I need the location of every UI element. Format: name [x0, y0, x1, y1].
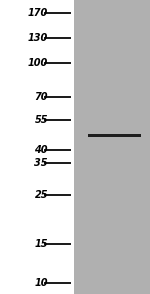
- Text: 70: 70: [34, 92, 48, 102]
- Text: 15: 15: [34, 239, 48, 249]
- Text: 35: 35: [34, 158, 48, 168]
- Text: 100: 100: [28, 58, 48, 68]
- Text: 55: 55: [34, 115, 48, 125]
- Text: 130: 130: [28, 33, 48, 43]
- Text: 170: 170: [28, 8, 48, 18]
- Text: 25: 25: [34, 190, 48, 200]
- Text: 10: 10: [34, 278, 48, 288]
- Text: 40: 40: [34, 145, 48, 155]
